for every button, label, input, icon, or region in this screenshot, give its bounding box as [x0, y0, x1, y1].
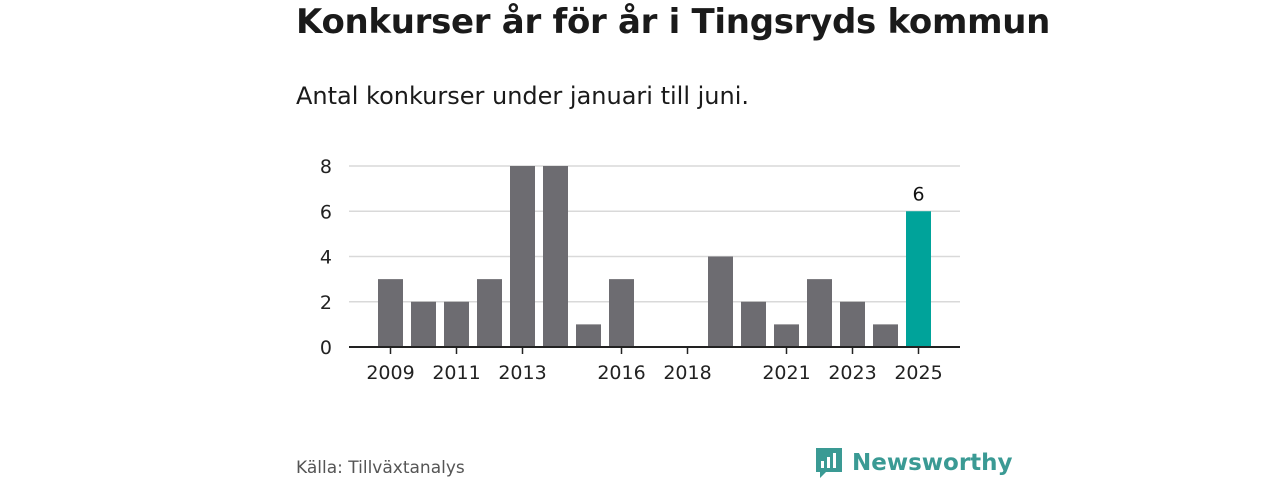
- x-tick-label: 2023: [828, 362, 876, 384]
- x-tick-label: 2009: [366, 362, 414, 384]
- y-tick-label: 8: [320, 156, 332, 178]
- bar-2024: [873, 324, 898, 347]
- bar-2022: [807, 279, 832, 347]
- data-label-2025: 6: [912, 183, 924, 205]
- y-tick-label: 0: [320, 337, 332, 359]
- y-tick-label: 2: [320, 292, 332, 314]
- bar-2013: [510, 166, 535, 347]
- bar-2012: [477, 279, 502, 347]
- y-tick-label: 6: [320, 201, 332, 223]
- bar-2009: [378, 279, 403, 347]
- x-tick-label: 2018: [663, 362, 711, 384]
- newsworthy-logo[interactable]: Newsworthy: [814, 446, 1013, 480]
- bar-2025: [906, 211, 931, 347]
- bar-2016: [609, 279, 634, 347]
- bars: [378, 166, 931, 347]
- x-tick-label: 2013: [498, 362, 546, 384]
- bar-2011: [444, 301, 469, 347]
- chart-subtitle: Antal konkurser under januari till juni.: [296, 82, 749, 110]
- grid-lines: [349, 165, 960, 303]
- x-axis-ticks: 2009 2011 2013 2016 2018 2021 2023 2025: [366, 347, 943, 384]
- data-labels: 6: [912, 183, 924, 205]
- bar-2019: [708, 256, 733, 347]
- y-tick-label: 4: [320, 247, 332, 269]
- bar-2015: [576, 324, 601, 347]
- brand-name: Newsworthy: [852, 450, 1013, 476]
- bar-2023: [840, 301, 865, 347]
- y-axis-ticks: 0 2 4 6 8: [320, 156, 332, 359]
- bar-2010: [411, 301, 436, 347]
- x-tick-label: 2021: [762, 362, 810, 384]
- bar-chart-logo-icon: [816, 448, 842, 478]
- x-tick-label: 2011: [432, 362, 480, 384]
- x-tick-label: 2025: [894, 362, 942, 384]
- bar-chart: 0 2 4 6 8 2009 2011 2013 2016 2018 2021 2023 2025 6: [320, 156, 960, 384]
- bar-2020: [741, 301, 766, 347]
- bar-2014: [543, 166, 568, 347]
- chart-title: Konkurser år för år i Tingsryds kommun: [296, 2, 1051, 42]
- x-tick-label: 2016: [597, 362, 645, 384]
- source-note: Källa: Tillväxtanalys: [296, 458, 465, 478]
- bar-2021: [774, 324, 799, 347]
